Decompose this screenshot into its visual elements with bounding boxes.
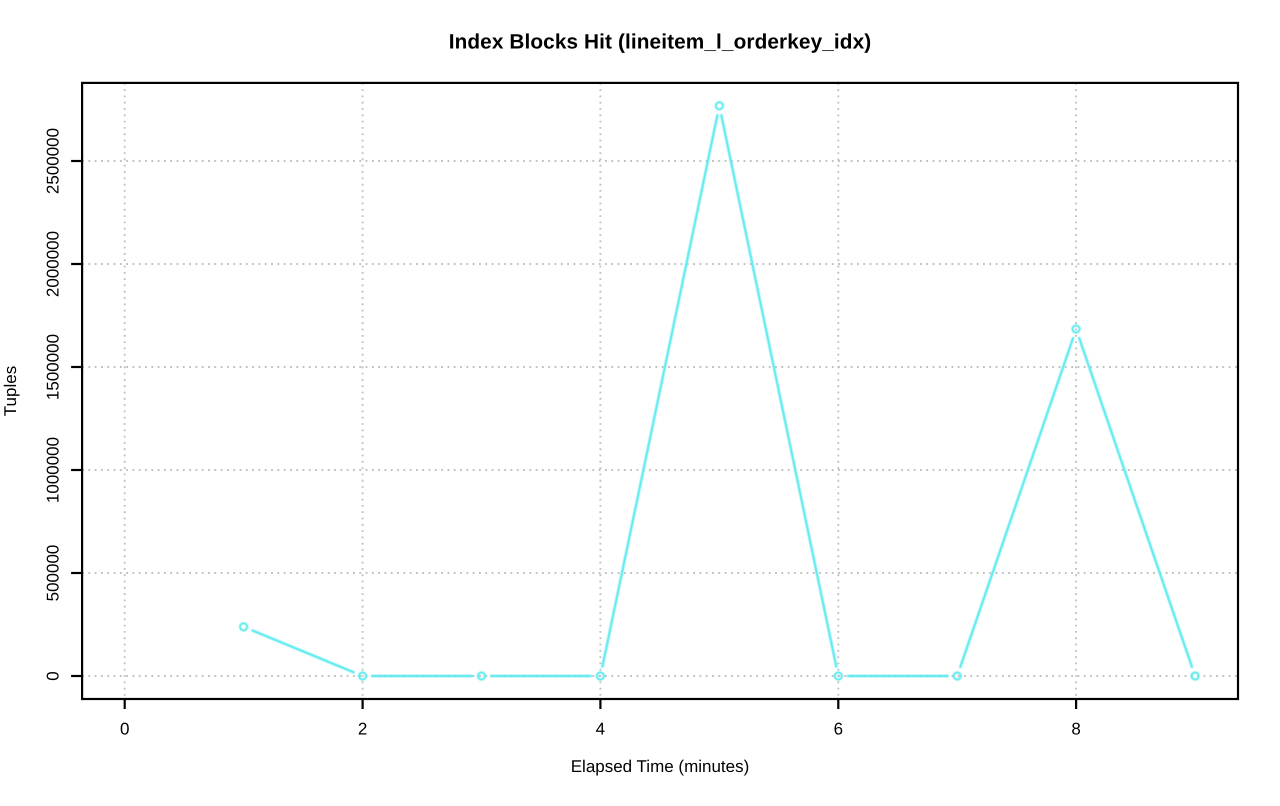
svg-text:8: 8 [1071,720,1080,739]
svg-text:500000: 500000 [43,545,62,602]
svg-text:0: 0 [120,720,129,739]
svg-text:2000000: 2000000 [43,231,62,297]
svg-text:0: 0 [43,671,62,680]
svg-text:2: 2 [358,720,367,739]
svg-text:4: 4 [596,720,605,739]
svg-text:Elapsed Time (minutes): Elapsed Time (minutes) [571,757,750,776]
svg-text:Tuples: Tuples [1,366,20,416]
svg-text:1000000: 1000000 [43,437,62,503]
svg-text:6: 6 [834,720,843,739]
svg-text:1500000: 1500000 [43,334,62,400]
svg-text:2500000: 2500000 [43,128,62,194]
svg-text:Index Blocks Hit (lineitem_l_o: Index Blocks Hit (lineitem_l_orderkey_id… [449,31,872,54]
